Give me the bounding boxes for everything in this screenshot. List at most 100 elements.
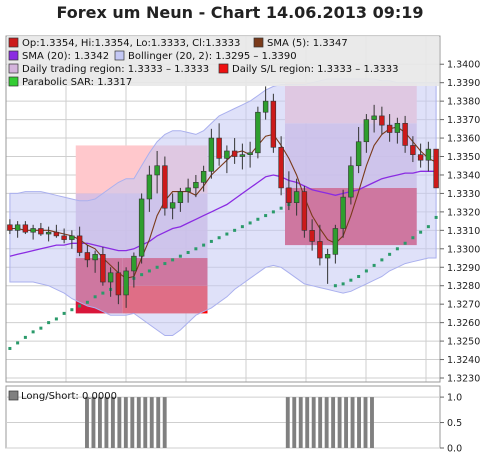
price-tick-label: 1.3370 (447, 115, 480, 126)
sar-point (240, 225, 244, 229)
price-tick-label: 1.3280 (447, 281, 480, 292)
sar-point (225, 232, 229, 236)
candle (410, 136, 416, 163)
long-short-bar (350, 397, 355, 448)
long-short-bar (285, 397, 290, 448)
sar-point (39, 326, 43, 330)
candle-body (394, 122, 401, 133)
candle-body (332, 228, 339, 255)
candle-body (293, 191, 300, 203)
candle-body (107, 272, 114, 283)
chart-title: Forex um Neun - Chart 14.06.2013 09:19 (56, 3, 424, 22)
candle-body (340, 196, 346, 229)
long-short-bar (85, 397, 89, 448)
legend-swatch (8, 50, 19, 61)
candle-body (433, 148, 439, 189)
candle-body (193, 182, 199, 189)
candle (84, 245, 91, 268)
candle-body (69, 235, 75, 240)
candle (115, 261, 122, 305)
price-tick-label: 1.3310 (447, 226, 480, 237)
candle-body (100, 254, 106, 283)
sub-tick-label: 0.5 (447, 418, 462, 429)
price-tick-label: 1.3250 (447, 337, 480, 348)
candle (224, 145, 230, 174)
sar-point (209, 239, 213, 243)
candle-body (324, 254, 331, 259)
long-short-bar (136, 397, 141, 448)
long-short-bar (318, 397, 323, 448)
candle-body (53, 231, 60, 237)
long-short-bar (370, 397, 374, 448)
sar-point (380, 258, 384, 262)
sar-point (217, 236, 221, 240)
long-short-bar (331, 397, 336, 448)
sar-point (279, 206, 283, 210)
candle (185, 178, 191, 203)
sar-point (395, 247, 399, 251)
candle-body (146, 174, 153, 200)
candle-body (138, 198, 145, 257)
legend-label: Bollinger (20, 2): 1.3295 – 1.3390 (128, 51, 297, 62)
legend-item: SMA (5): 1.3347 (253, 37, 348, 49)
sar-point (333, 284, 337, 288)
candle (169, 193, 176, 220)
candle (7, 219, 13, 235)
candle (200, 165, 207, 192)
candle-body (22, 224, 29, 233)
candle (162, 156, 168, 216)
sub-legend-label: Long/Short: 0.0000 (21, 391, 117, 402)
candle (402, 115, 408, 153)
sar-point (93, 295, 97, 299)
candle (270, 93, 277, 153)
sar-point (163, 262, 167, 266)
price-tick-label: 1.3290 (447, 263, 480, 274)
legend-label: Daily trading region: 1.3333 – 1.3333 (22, 64, 209, 75)
legend-item: Bollinger (20, 2): 1.3295 – 1.3390 (114, 50, 297, 62)
legend-item: Op:1.3354, Hi:1.3354, Lo:1.3333, Cl:1.33… (8, 37, 240, 49)
long-short-bar (97, 397, 102, 448)
long-short-bar (110, 397, 115, 448)
candle (138, 193, 145, 264)
sar-point (426, 225, 430, 229)
legend-label: SMA (5): 1.3347 (267, 38, 348, 49)
price-tick-label: 1.3320 (447, 207, 480, 218)
candle-body (92, 254, 98, 261)
price-tick-label: 1.3390 (447, 78, 480, 89)
candle-body (45, 231, 52, 235)
long-short-panel: 0.0 0.5 1.0 Long/Short: 0.0000 (5, 385, 462, 455)
long-short-bar (363, 397, 368, 448)
candle (76, 226, 83, 257)
long-short-bar (149, 397, 154, 448)
candle-body (76, 235, 83, 253)
candle (208, 128, 215, 179)
candle (433, 148, 439, 189)
candle-body (309, 230, 315, 242)
candle-body (84, 252, 91, 261)
candle-body (162, 165, 168, 209)
sar-point (271, 210, 275, 214)
candle (363, 114, 370, 153)
candle-body (131, 255, 137, 272)
candle (100, 246, 106, 286)
candle (61, 228, 67, 244)
long-short-bar (117, 397, 122, 448)
candle (278, 136, 284, 196)
candle-body (224, 150, 230, 159)
candle-body (14, 224, 21, 231)
sar-point (357, 274, 361, 278)
sar-point (85, 300, 89, 304)
long-short-bar (143, 397, 148, 448)
legend-item: Parabolic SAR: 1.3317 (8, 76, 132, 88)
sar-point (194, 247, 198, 251)
sub-tick-label: 1.0 (447, 393, 462, 404)
candle (247, 141, 253, 168)
candle (45, 226, 52, 242)
candle-body (278, 146, 284, 189)
sar-point (23, 335, 27, 339)
candle (107, 267, 114, 297)
candle-body (231, 150, 238, 157)
sar-point (364, 269, 368, 273)
long-short-bar (292, 397, 297, 448)
legend-label: Daily S/L region: 1.3333 – 1.3333 (232, 64, 398, 75)
